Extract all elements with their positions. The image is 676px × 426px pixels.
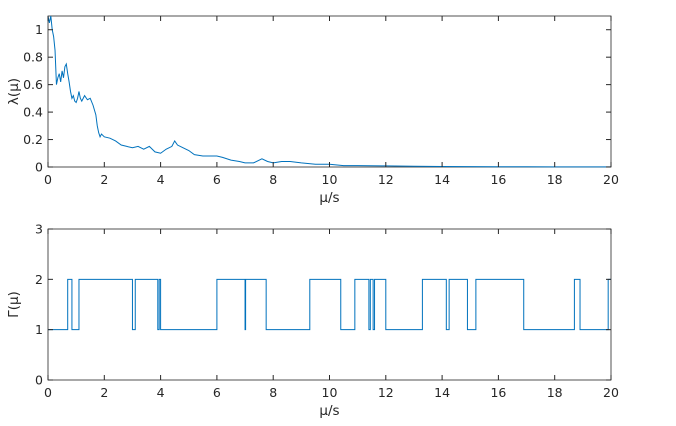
y-tick-label: 0 [35,373,43,388]
x-tick-label: 4 [157,385,165,400]
x-tick-label: 8 [269,385,277,400]
x-axis-label: μ/s [319,403,339,419]
x-tick-label: 0 [44,172,52,187]
x-tick-label: 2 [100,385,108,400]
x-tick-label: 6 [213,385,221,400]
x-tick-label: 16 [490,172,506,187]
plot-frame [47,15,612,168]
x-tick-label: 12 [378,385,394,400]
x-tick-label: 2 [100,172,108,187]
x-tick-label: 6 [213,172,221,187]
y-tick-label: 0.8 [23,50,43,65]
x-tick-label: 14 [434,385,450,400]
x-tick-label: 20 [603,172,619,187]
y-tick-label: 1 [35,322,43,337]
x-tick-label: 18 [547,172,563,187]
y-tick-label: 0 [35,160,43,175]
y-tick-label: 0.6 [23,77,43,92]
x-tick-label: 20 [603,385,619,400]
y-tick-label: 0.2 [23,132,43,147]
x-tick-label: 12 [378,172,394,187]
series-line [47,15,611,168]
x-axis-label: μ/s [319,190,339,206]
y-tick-label: 1 [35,22,43,37]
x-tick-label: 8 [269,172,277,187]
y-axis-label: λ(μ) [6,78,22,105]
series-line [48,278,611,331]
lambda-chart: 0 2 4 6 8 10 12 14 16 18 20 0 0.2 0.4 0.6 0.8 1 μ/s λ(μ) [6,15,619,206]
x-tick-label: 18 [547,385,563,400]
y-tick-label: 3 [35,222,43,237]
x-tick-label: 16 [490,385,506,400]
x-tick-label: 10 [322,172,338,187]
x-tick-label: 4 [157,172,165,187]
y-tick-label: 2 [35,272,43,287]
x-tick-label: 14 [434,172,450,187]
x-tick-label: 0 [44,385,52,400]
x-tick-label: 10 [322,385,338,400]
y-axis-label: Γ(μ) [6,291,22,318]
y-tick-label: 0.4 [23,105,43,120]
